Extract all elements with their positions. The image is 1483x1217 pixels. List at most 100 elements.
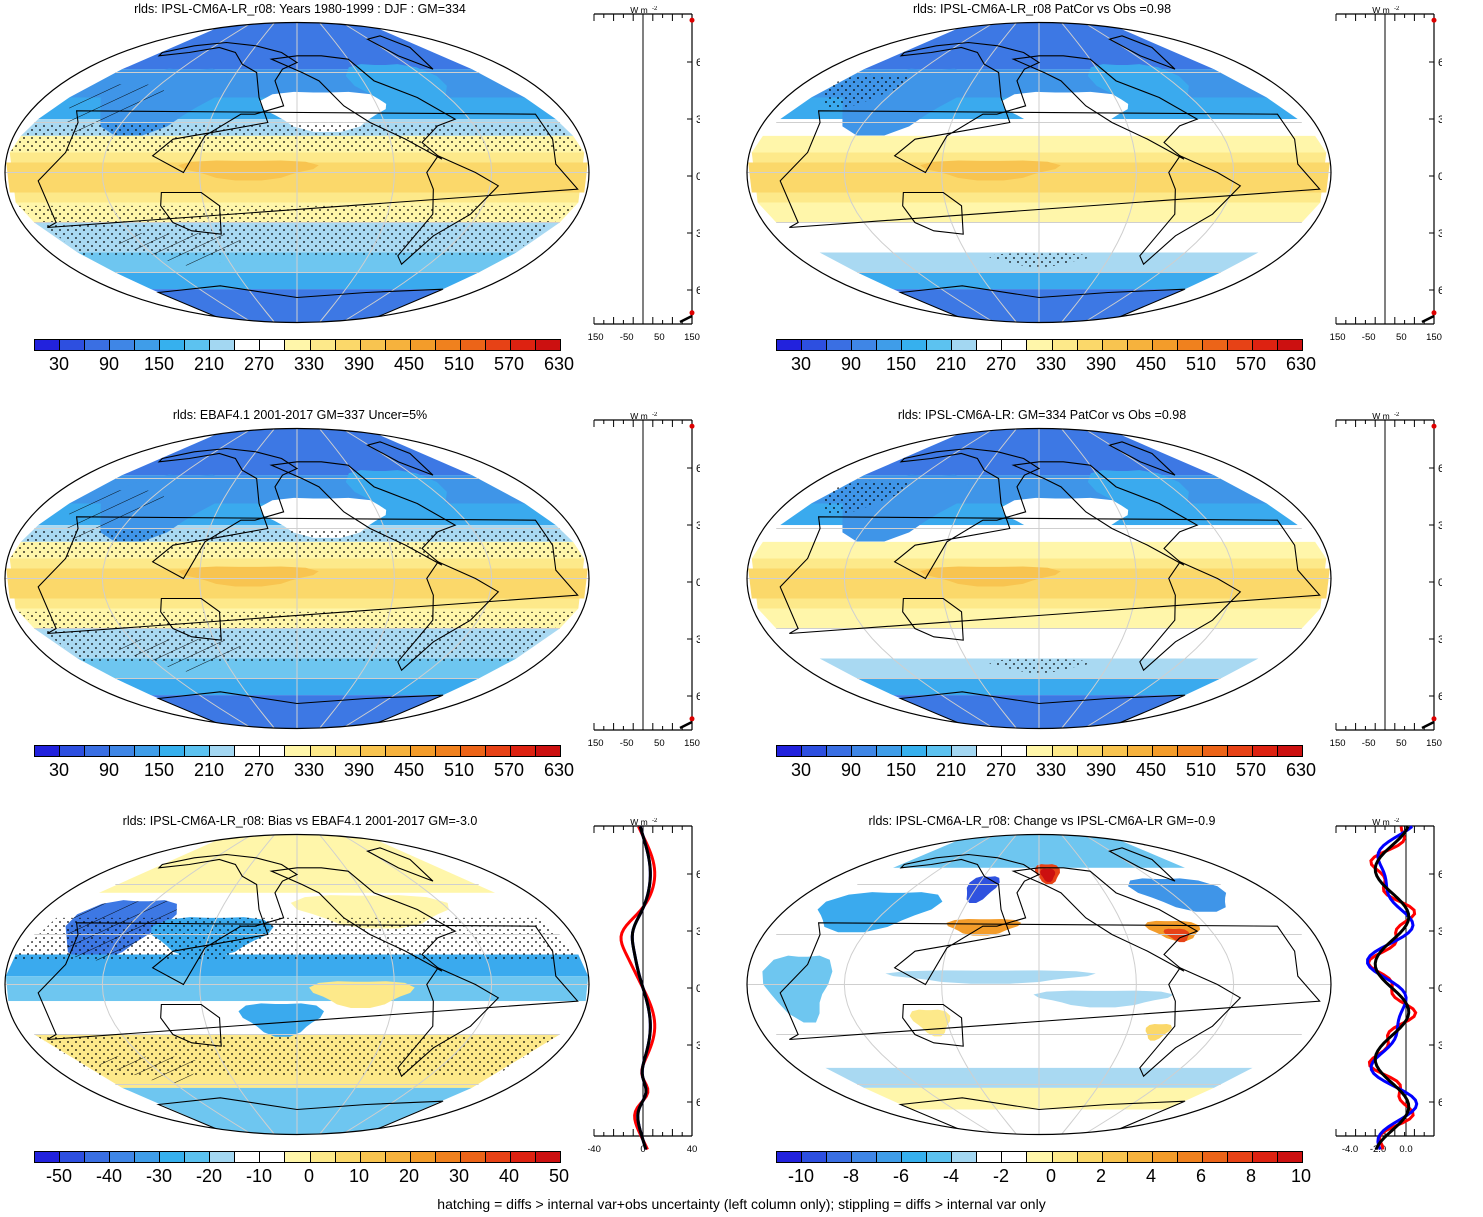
colorbar-swatch (1052, 1152, 1078, 1162)
panel-title: rlds: IPSL-CM6A-LR_r08: Change vs IPSL-C… (868, 814, 1216, 828)
units-label: W m (1372, 412, 1389, 421)
lat-tick-label: 30S (1438, 1040, 1442, 1052)
colorbar-label: 510 (1185, 354, 1217, 374)
units-label: W m (1372, 818, 1389, 827)
colorbar-swatch (535, 746, 560, 756)
colorbar-swatch (285, 746, 311, 756)
colorbar-label: 570 (1235, 354, 1267, 374)
colorbar-swatch (827, 1152, 853, 1162)
zonal-x-tick-label: -50 (620, 738, 634, 749)
colorbar-swatch (1077, 1152, 1103, 1162)
zonal-x-tick-label: -2.0 (1370, 1144, 1386, 1155)
colorbar-swatch (435, 1152, 461, 1162)
colorbar-label: 270 (243, 760, 275, 780)
colorbar-swatch (210, 1152, 236, 1162)
zonal-mean-plot: W m -2 60N 30N 0 30S 60S -150 -50 50 150 (588, 6, 700, 343)
lat-tick-label: 30N (1438, 520, 1442, 532)
colorbar-label: 630 (1285, 354, 1317, 374)
colorbar-label: -40 (95, 1166, 123, 1186)
lat-tick-label: 30S (696, 1040, 700, 1052)
colorbar-label: 630 (1285, 760, 1317, 780)
zonal-x-tick-label: 150 (684, 738, 700, 749)
lat-tick-label: 30N (1438, 926, 1442, 938)
zonal-x-tick-label: 150 (1426, 738, 1442, 749)
zonal-mean-marker (689, 310, 695, 316)
colorbar-label: 450 (393, 760, 425, 780)
colorbar-swatch (1152, 1152, 1178, 1162)
lat-tick-label: 60N (696, 463, 700, 475)
colorbar-label: -10 (245, 1166, 273, 1186)
lat-tick-label: 60S (1438, 1097, 1442, 1109)
colorbar-swatch (952, 1152, 978, 1162)
colorbar-swatch (1102, 1152, 1128, 1162)
lat-tick-label: 60N (1438, 869, 1442, 881)
colorbar-label: 570 (1235, 760, 1267, 780)
colorbar-swatch (385, 340, 411, 350)
colorbar-label: 30 (790, 760, 812, 780)
colorbar-swatch (435, 746, 461, 756)
colorbar-label: 90 (840, 760, 862, 780)
panel-model-patcor: rlds: IPSL-CM6A-LR_r08 PatCor vs Obs =0.… (742, 0, 1483, 405)
colorbar-label: 8 (1245, 1166, 1257, 1186)
colorbar-swatch (460, 340, 486, 350)
lat-tick-label: 60N (1438, 57, 1442, 69)
colorbar (776, 339, 1303, 351)
colorbar-label: 450 (1135, 760, 1167, 780)
colorbar (776, 745, 1303, 757)
lat-tick-label: 60S (1438, 285, 1442, 297)
colorbar (34, 339, 561, 351)
colorbar-label: 210 (193, 354, 225, 374)
colorbar-label: 150 (885, 354, 917, 374)
zonal-x-tick-label: 150 (1426, 332, 1442, 343)
colorbar-swatch (110, 340, 136, 350)
colorbar-label: 30 (790, 354, 812, 374)
colorbar-swatch (235, 746, 261, 756)
zonal-x-tick-label: 40 (687, 1144, 698, 1155)
colorbar-labels: 30 90 150 210 270 330 390 450 510 570 630 (762, 354, 1317, 376)
zonal-x-tick-label: -50 (620, 332, 634, 343)
lat-tick-label: 30S (696, 634, 700, 646)
colorbar-label: 90 (98, 354, 120, 374)
colorbar-swatch (1002, 1152, 1028, 1162)
zonal-x-tick-label: 0 (640, 1144, 645, 1155)
colorbar-swatch (927, 1152, 953, 1162)
colorbar-swatch (310, 746, 336, 756)
colorbar-swatch (335, 340, 361, 350)
colorbar-swatch (777, 1152, 803, 1162)
colorbar-swatch (1027, 746, 1053, 756)
zonal-mean-line (630, 826, 652, 1150)
colorbar-label: -50 (45, 1166, 73, 1186)
colorbar-label: -4 (942, 1166, 960, 1186)
colorbar-label: 390 (1085, 760, 1117, 780)
zonal-mean-line (1421, 720, 1435, 730)
colorbar-swatch (185, 340, 211, 350)
footnote: hatching = diffs > internal var+obs unce… (437, 1196, 1046, 1212)
colorbar-label: 450 (393, 354, 425, 374)
colorbar-label: 210 (193, 760, 225, 780)
zonal-mean-plot: W m -2 60N 30N 0 30S 60S -150 -50 50 150 (588, 412, 700, 749)
colorbar-swatch (160, 1152, 186, 1162)
colorbar-swatch (1227, 1152, 1253, 1162)
zonal-x-tick-label: -150 (1330, 738, 1346, 749)
colorbar-label: 150 (143, 760, 175, 780)
colorbar-swatch (977, 1152, 1003, 1162)
colorbar-label: 330 (1035, 354, 1067, 374)
colorbar-swatch (485, 746, 511, 756)
zonal-x-tick-label: -50 (1362, 332, 1376, 343)
colorbar-swatch (977, 746, 1003, 756)
colorbar-swatch (1177, 340, 1203, 350)
colorbar-swatch (260, 746, 286, 756)
colorbar-swatch (260, 340, 286, 350)
colorbar-label: -10 (787, 1166, 815, 1186)
lat-tick-label: 60S (696, 691, 700, 703)
zonal-x-tick-label: -40 (588, 1144, 601, 1155)
colorbar-swatch (777, 746, 803, 756)
zonal-mean-plot: W m -2 60N 30N 0 30S 60S -40 0 40 (588, 818, 700, 1155)
lat-tick-label: 0 (696, 577, 700, 589)
zonal-mean-marker (689, 423, 695, 429)
zonal-x-tick-label: -150 (588, 332, 604, 343)
colorbar-swatch (827, 340, 853, 350)
lat-tick-label: 30N (696, 114, 700, 126)
colorbar-swatch (1252, 746, 1278, 756)
colorbar-swatch (1077, 746, 1103, 756)
